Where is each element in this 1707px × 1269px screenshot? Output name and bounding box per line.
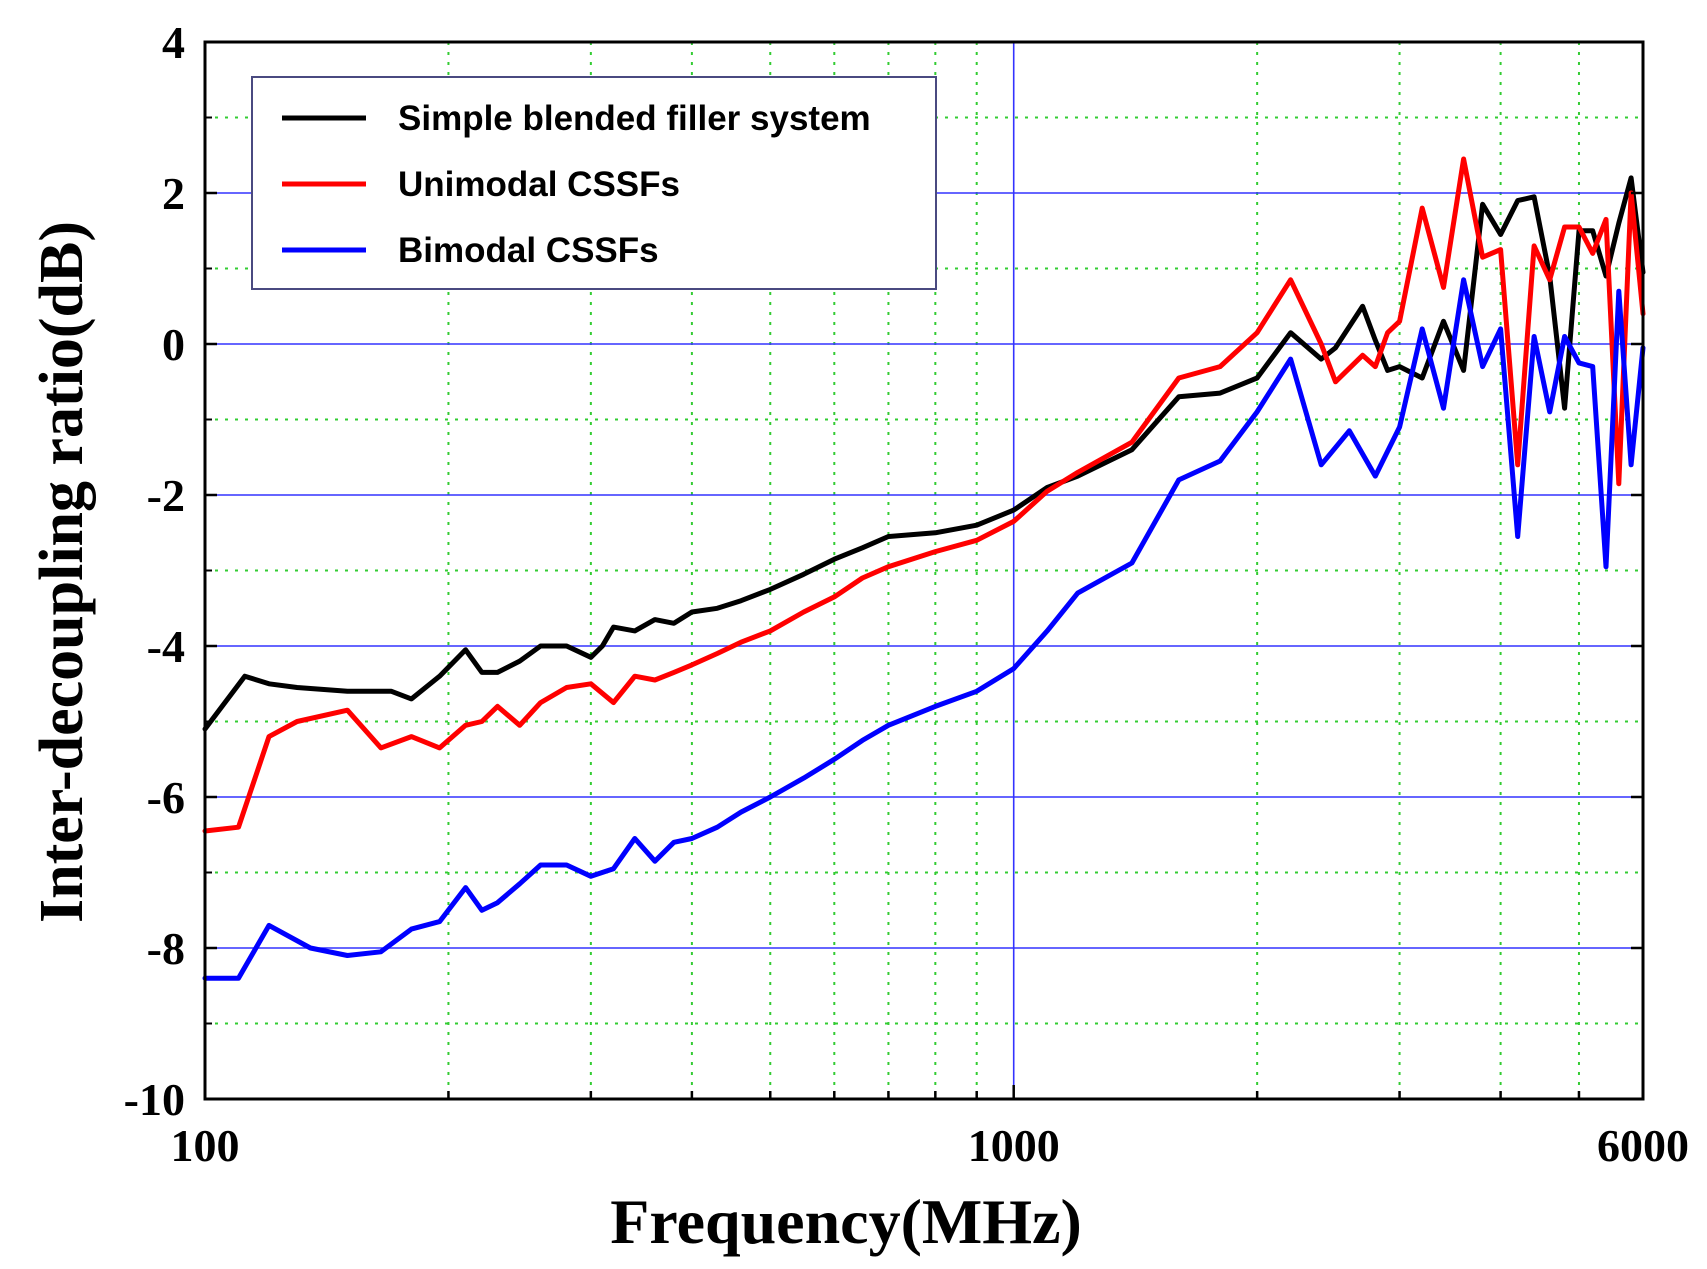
series-line-1 [202, 156, 1646, 834]
x-tick-label: 100 [171, 1120, 240, 1171]
minor-grid [205, 42, 1643, 1099]
y-tick-label: -10 [124, 1074, 185, 1125]
y-tick-label: -6 [147, 772, 185, 823]
legend: Simple blended filler system Unimodal CS… [251, 76, 937, 290]
y-tick-label: 0 [162, 319, 185, 370]
y-tick-label: -8 [147, 923, 185, 974]
y-axis-title: Inter-decoupling ratio(dB) [28, 221, 96, 923]
series-layer [202, 156, 1646, 981]
y-tick-label: 4 [162, 17, 185, 68]
y-tick-label: -2 [147, 470, 185, 521]
series-line-0 [202, 175, 1646, 732]
series-line-2 [202, 277, 1646, 981]
tick-marks [203, 40, 1645, 1101]
legend-label-bimodal: Bimodal CSSFs [398, 231, 659, 270]
y-tick-label: 2 [162, 168, 185, 219]
y-tick-label: -4 [147, 621, 185, 672]
legend-label-unimodal: Unimodal CSSFs [398, 165, 680, 204]
x-tick-label: 1000 [968, 1120, 1060, 1171]
x-axis-title: Frequency(MHz) [610, 1186, 1082, 1257]
legend-label-simple-blended: Simple blended filler system [398, 99, 871, 138]
x-tick-label: 6000 [1597, 1120, 1689, 1171]
